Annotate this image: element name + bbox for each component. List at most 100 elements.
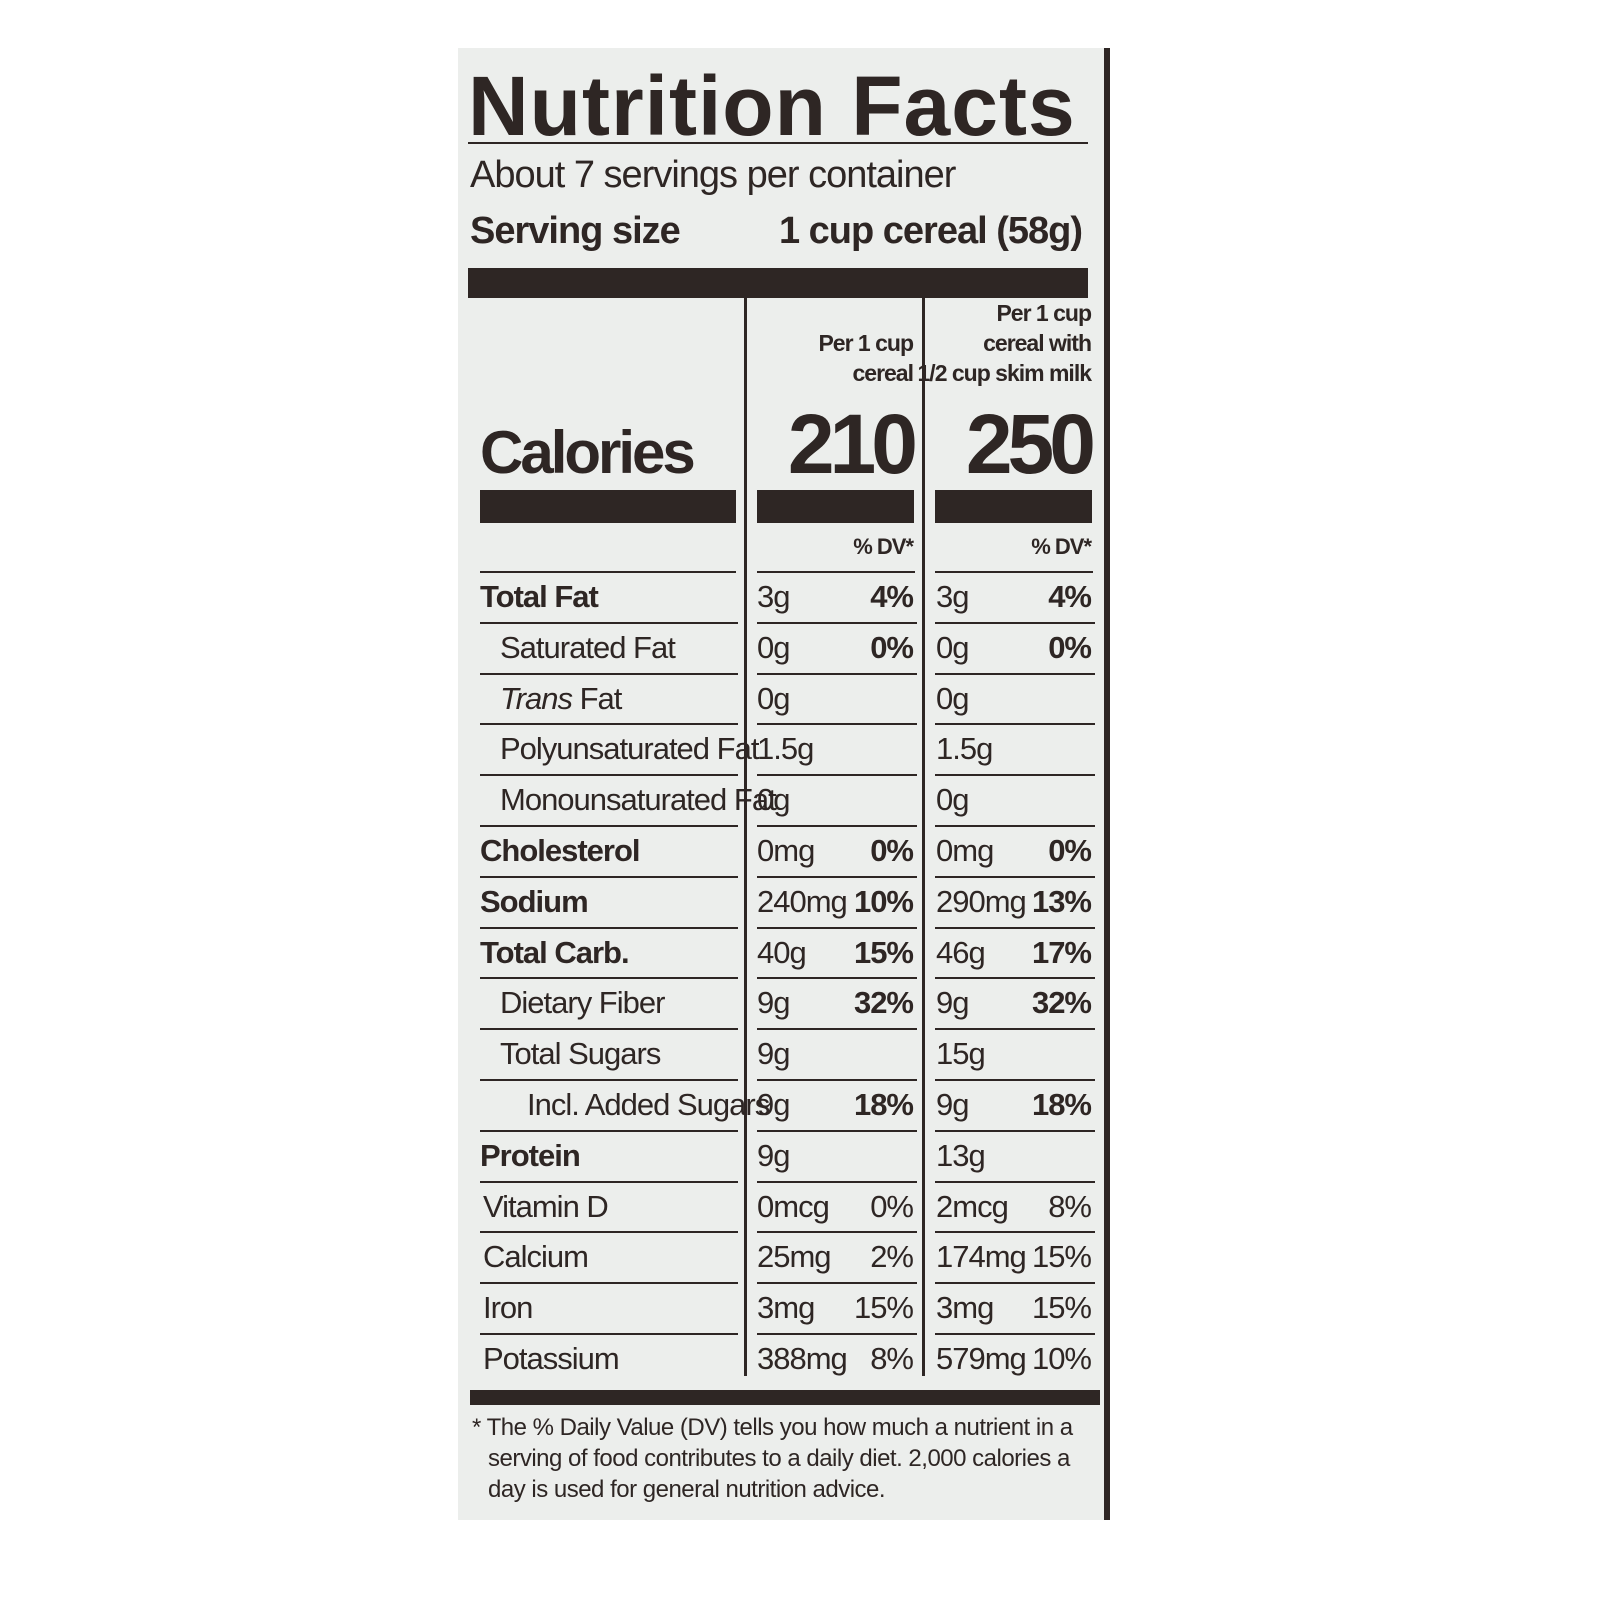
row-rule xyxy=(480,1028,738,1031)
calories-bar xyxy=(480,490,736,523)
row-rule xyxy=(757,977,917,980)
dv-header: % DV* xyxy=(853,534,914,559)
row-rule xyxy=(757,875,917,878)
nutrient-name-text: Fat xyxy=(579,680,623,716)
amount: 3g xyxy=(936,579,969,614)
row-rule xyxy=(935,926,1095,929)
row-rule xyxy=(757,723,917,726)
amount: 0mg xyxy=(757,833,815,868)
row-rule xyxy=(480,1079,738,1081)
nutrient-name: Trans Fat xyxy=(500,680,623,717)
row-rule xyxy=(757,571,915,573)
row-rule xyxy=(935,774,1095,777)
daily-value: 15% xyxy=(853,934,914,970)
daily-value: 10% xyxy=(853,883,914,919)
amount: 3mg xyxy=(757,1290,815,1326)
row-rule xyxy=(480,1333,738,1335)
daily-value: 4% xyxy=(1048,579,1092,614)
row-rule xyxy=(480,621,738,624)
daily-value: 15% xyxy=(1031,1290,1092,1326)
row-rule xyxy=(480,1180,738,1183)
row-rule xyxy=(480,825,738,827)
row-rule xyxy=(480,977,738,980)
amount: 3mg xyxy=(936,1290,994,1326)
serving-size-value: 1 cup cereal (58g) xyxy=(778,210,1083,252)
row-rule xyxy=(935,1028,1095,1031)
row-rule xyxy=(757,1180,917,1183)
daily-value: 15% xyxy=(1031,1239,1092,1275)
daily-value: 13% xyxy=(1031,883,1092,919)
bottom-bar xyxy=(470,1390,1100,1405)
calories-label: Calories xyxy=(480,419,696,486)
nutrient-name: Total Sugars xyxy=(500,1036,661,1072)
calories-bar xyxy=(757,490,914,523)
amount: 9g xyxy=(936,1087,969,1122)
row-rule xyxy=(935,571,1093,573)
row-rule xyxy=(935,1180,1095,1183)
daily-value: 0% xyxy=(1048,629,1092,665)
daily-value: 18% xyxy=(853,1087,914,1122)
column-divider xyxy=(922,298,925,1376)
serving-size-label: Serving size xyxy=(470,210,681,252)
amount: 15g xyxy=(936,1036,986,1072)
row-rule xyxy=(935,1231,1095,1234)
row-rule xyxy=(480,571,736,573)
calories-value: 210 xyxy=(787,397,918,491)
amount: 0g xyxy=(757,629,790,665)
daily-value: 32% xyxy=(853,985,914,1021)
daily-value: 0% xyxy=(1048,833,1092,868)
title: Nutrition Facts xyxy=(468,59,1076,153)
row-rule xyxy=(757,1333,917,1335)
column-header: Per 1 cup xyxy=(818,330,914,356)
nutrient-name: Potassium xyxy=(483,1341,620,1376)
row-rule xyxy=(480,774,738,777)
row-rule xyxy=(757,621,917,624)
nutrient-name: Protein xyxy=(480,1137,581,1173)
amount: 2mcg xyxy=(936,1188,1009,1224)
amount: 0mcg xyxy=(757,1188,830,1224)
amount: 579mg xyxy=(936,1341,1027,1376)
nutrient-name: Monounsaturated Fat xyxy=(500,782,777,818)
daily-value: 10% xyxy=(1031,1341,1092,1376)
row-rule xyxy=(480,926,738,929)
row-rule xyxy=(935,1129,1095,1132)
calories-bar xyxy=(935,490,1092,523)
amount: 0g xyxy=(936,629,969,665)
calories-value: 250 xyxy=(965,397,1096,491)
row-rule xyxy=(935,825,1095,827)
nutrient-name: Sodium xyxy=(480,883,589,919)
row-rule xyxy=(480,875,738,878)
amount: 0mg xyxy=(936,833,994,868)
amount: 25mg xyxy=(757,1239,832,1275)
daily-value: 0% xyxy=(870,833,914,868)
column-header: Per 1 cup xyxy=(996,300,1092,326)
column-header: cereal with xyxy=(983,330,1092,356)
row-rule xyxy=(757,825,917,827)
amount: 0g xyxy=(936,782,969,818)
amount: 9g xyxy=(757,1036,790,1072)
row-rule xyxy=(757,1028,917,1031)
nutrient-name: Total Carb. xyxy=(480,934,630,970)
thick-bar xyxy=(468,268,1088,298)
nutrient-name: Iron xyxy=(483,1290,533,1326)
nutrient-name: Total Fat xyxy=(480,579,599,614)
amount: 174mg xyxy=(936,1239,1027,1275)
row-rule xyxy=(757,1231,917,1234)
row-rule xyxy=(480,1129,738,1132)
nutrient-name: Cholesterol xyxy=(480,833,641,868)
amount: 9g xyxy=(757,1137,790,1173)
column-divider xyxy=(744,298,747,1376)
row-rule xyxy=(935,723,1095,726)
amount: 1.5g xyxy=(936,731,993,767)
amount: 46g xyxy=(936,934,986,970)
amount: 13g xyxy=(936,1137,986,1173)
nutrient-name: Vitamin D xyxy=(483,1188,609,1224)
amount: 388mg xyxy=(757,1341,848,1376)
servings: About 7 servings per container xyxy=(470,154,956,196)
footnote: * The % Daily Value (DV) tells you how m… xyxy=(472,1414,1073,1503)
rule xyxy=(468,142,1088,144)
daily-value: 8% xyxy=(870,1341,914,1376)
daily-value: 32% xyxy=(1031,985,1092,1021)
amount: 3g xyxy=(757,579,790,614)
